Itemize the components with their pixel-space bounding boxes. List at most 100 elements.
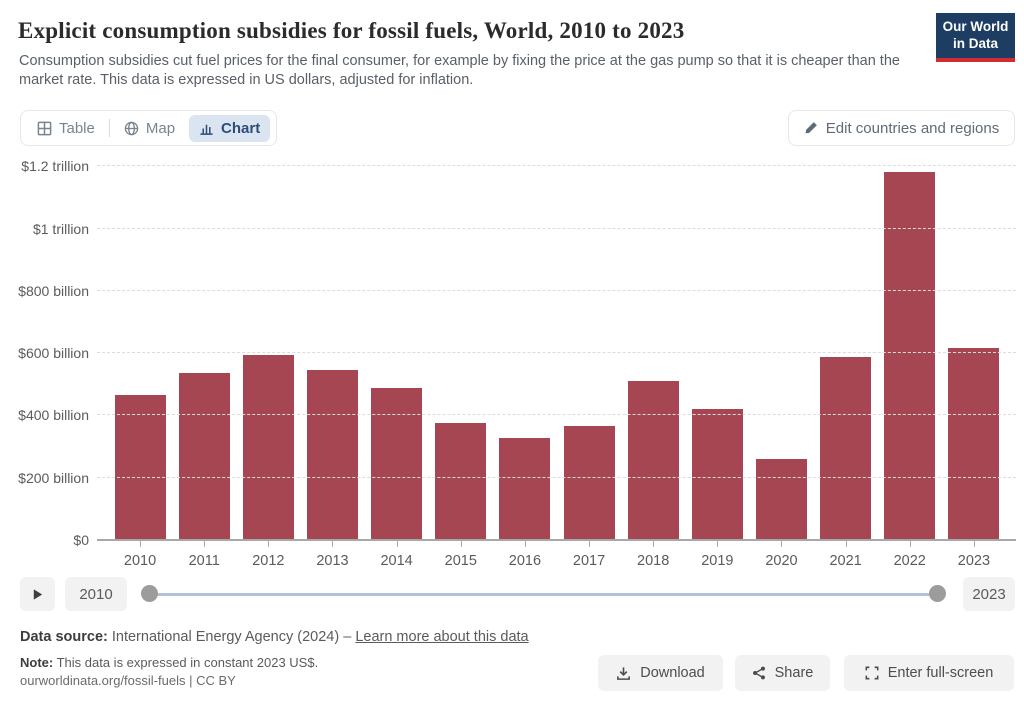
edit-countries-button[interactable]: Edit countries and regions [788, 110, 1015, 146]
chart-subtitle: Consumption subsidies cut fuel prices fo… [19, 53, 900, 89]
x-axis-tick [332, 541, 334, 547]
fullscreen-label: Enter full-screen [887, 665, 994, 681]
bar-slot-2012: 2012 [236, 160, 300, 569]
note-line: Note: This data is expressed in constant… [20, 655, 318, 670]
download-button[interactable]: Download [598, 655, 723, 691]
fullscreen-button[interactable]: Enter full-screen [844, 655, 1014, 691]
bar-slot-2022: 2022 [878, 160, 942, 569]
x-axis-label: 2021 [829, 553, 862, 569]
timeline-end-year[interactable]: 2023 [963, 577, 1015, 611]
gridline-600 [97, 352, 1016, 354]
x-axis-tick [845, 541, 847, 547]
bar-2019[interactable] [691, 409, 743, 540]
x-axis-tick [781, 541, 783, 547]
bar-2010[interactable] [114, 394, 166, 540]
note-label: Note: [20, 655, 54, 670]
bar-2013[interactable] [306, 369, 358, 540]
bar-2020[interactable] [755, 459, 807, 540]
timeline-handle-end[interactable] [929, 585, 946, 602]
tab-map[interactable]: Map [114, 115, 185, 142]
gridline-400 [97, 414, 1016, 416]
bar-slot-2016: 2016 [493, 160, 557, 569]
x-axis-label: 2012 [252, 553, 285, 569]
attribution-line: ourworldinata.org/fossil-fuels | CC BY [20, 673, 236, 688]
bar-2021[interactable] [820, 356, 872, 540]
gridline-200 [97, 476, 1016, 478]
x-axis-label: 2017 [572, 553, 606, 569]
bar-slot-2013: 2013 [300, 160, 364, 569]
x-axis-label: 2015 [444, 553, 477, 569]
bar-slot-2017: 2017 [557, 160, 621, 569]
plot-area: 2010 2011 2012 2013 2014 2015 2016 2017 2018 2019… [18, 158, 1016, 569]
tab-chart[interactable]: Chart [189, 114, 271, 142]
timeline-slider-track[interactable] [150, 592, 938, 596]
share-button[interactable]: Share [735, 655, 830, 691]
view-tabbar: Table Map Chart [20, 110, 278, 146]
play-button[interactable] [20, 577, 55, 611]
table-icon [37, 121, 52, 136]
bar-2015[interactable] [435, 423, 487, 540]
share-icon [752, 666, 766, 680]
y-axis-label: $400 billion [18, 407, 89, 424]
bar-2018[interactable] [627, 381, 679, 540]
bar-2022[interactable] [884, 172, 936, 540]
x-axis-tick [653, 541, 655, 547]
x-axis-label: 2010 [123, 553, 157, 569]
x-axis-tick [204, 541, 206, 547]
gridline-800 [97, 289, 1016, 291]
globe-icon [124, 121, 139, 136]
bar-slot-2018: 2018 [621, 160, 685, 569]
x-axis-tick [268, 541, 270, 547]
bar-slot-2019: 2019 [685, 160, 749, 569]
tab-table[interactable]: Table [27, 115, 105, 142]
bar-2012[interactable] [242, 354, 294, 540]
learn-more-link[interactable]: Learn more about this data [355, 629, 529, 645]
x-axis-label: 2019 [701, 553, 734, 569]
x-axis-label: 2011 [188, 553, 220, 569]
x-axis-label: 2016 [508, 553, 542, 569]
x-axis-tick [717, 541, 719, 547]
y-axis-label: $1.2 trillion [21, 158, 89, 175]
chart-icon [199, 121, 214, 136]
logo-line1: Our World [942, 18, 1009, 34]
bar-slot-2014: 2014 [365, 160, 429, 569]
x-axis-label: 2022 [893, 553, 926, 569]
bar-2017[interactable] [563, 426, 615, 540]
x-axis-line [97, 539, 1016, 541]
bar-2014[interactable] [371, 387, 423, 540]
x-axis-tick [589, 541, 591, 547]
play-icon [31, 588, 44, 601]
share-label: Share [774, 665, 814, 681]
timeline-start-year[interactable]: 2010 [65, 577, 127, 611]
gridline-1200 [97, 165, 1016, 167]
bar-slot-2023: 2023 [942, 160, 1006, 569]
x-axis-label: 2023 [957, 553, 991, 569]
bar-2023[interactable] [948, 348, 1000, 540]
x-axis-tick [396, 541, 398, 547]
bar-slot-2011: 2011 [172, 160, 236, 569]
owid-logo[interactable]: Our World in Data [936, 13, 1015, 62]
edit-countries-label: Edit countries and regions [825, 119, 1000, 137]
bars-container: 2010 2011 2012 2013 2014 2015 2016 2017 2018 2019… [108, 160, 1006, 569]
logo-line2: in Data [952, 35, 998, 51]
fullscreen-icon [865, 666, 879, 680]
tab-divider [108, 119, 110, 137]
x-axis-label: 2013 [316, 553, 349, 569]
x-axis-label: 2014 [380, 553, 413, 569]
x-axis-tick [524, 541, 526, 547]
y-axis-label: $0 [73, 532, 89, 548]
gridline-1000 [97, 227, 1016, 229]
y-axis-label: $600 billion [18, 345, 89, 362]
download-label: Download [640, 665, 705, 681]
data-source-line: Data source: International Energy Agency… [20, 629, 529, 645]
bar-2016[interactable] [499, 438, 551, 540]
y-axis-label: $200 billion [18, 469, 89, 486]
x-axis-tick [973, 541, 975, 547]
bar-slot-2010: 2010 [108, 160, 172, 569]
timeline-handle-start[interactable] [141, 585, 158, 602]
tab-table-label: Table [59, 119, 95, 137]
bar-slot-2015: 2015 [429, 160, 493, 569]
page-title: Explicit consumption subsidies for fossi… [18, 18, 685, 43]
bar-2011[interactable] [178, 372, 230, 540]
